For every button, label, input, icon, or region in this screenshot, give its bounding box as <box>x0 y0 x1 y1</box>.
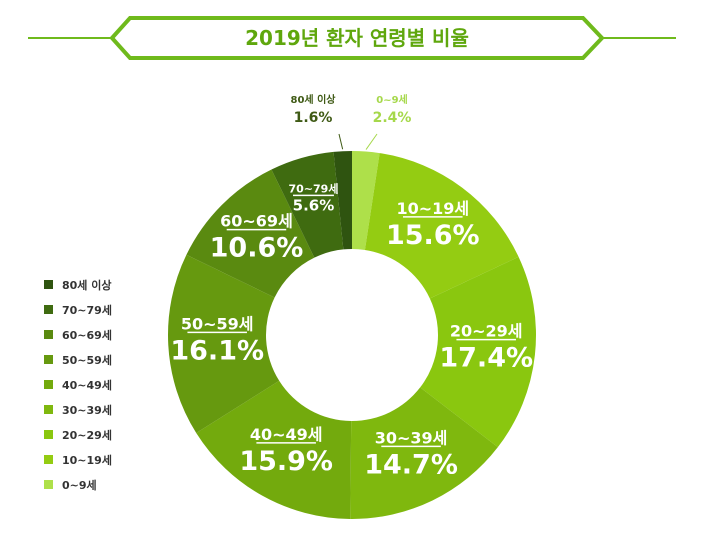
slice-value-label-1: 15.6% <box>386 220 480 251</box>
legend-label: 20~29세 <box>62 428 112 442</box>
legend-swatch <box>44 355 53 364</box>
leader-line-0 <box>365 133 378 150</box>
slice-value-label-2: 17.4% <box>439 343 533 374</box>
donut-slice-1 <box>364 153 519 299</box>
slice-value-label-3: 14.7% <box>364 449 458 480</box>
donut-slice-5 <box>168 254 280 433</box>
legend-swatch <box>44 455 53 464</box>
legend-label: 10~19세 <box>62 453 112 467</box>
legend: 80세 이상 70~79세 60~69세 50~59세 40~49세 30~39세 20~2… <box>44 272 112 497</box>
legend-swatch <box>44 480 53 489</box>
slices <box>168 151 536 519</box>
legend-label: 0~9세 <box>62 478 97 492</box>
slice-value-label-6: 10.6% <box>210 233 304 264</box>
slice-category-label-0: 0~9세 <box>376 93 408 106</box>
legend-item: 0~9세 <box>44 472 112 497</box>
legend-label: 80세 이상 <box>62 278 112 292</box>
donut-slice-2 <box>420 256 536 448</box>
slice-category-label-5: 50~59세 <box>181 314 254 333</box>
donut-slice-7 <box>271 151 344 258</box>
chart-title: 2019년 환자 연령별 비율 <box>245 26 469 50</box>
legend-label: 70~79세 <box>62 303 112 317</box>
slice-category-label-3: 30~39세 <box>375 428 448 447</box>
legend-item: 30~39세 <box>44 397 112 422</box>
donut-slice-8 <box>333 151 352 250</box>
legend-swatch <box>44 405 53 414</box>
slice-category-label-2: 20~29세 <box>450 322 523 341</box>
legend-label: 40~49세 <box>62 378 112 392</box>
leader-line-8 <box>338 133 344 150</box>
legend-item: 80세 이상 <box>44 272 112 297</box>
slice-category-label-1: 10~19세 <box>396 199 469 218</box>
slice-category-label-4: 40~49세 <box>250 425 323 444</box>
legend-label: 60~69세 <box>62 328 112 342</box>
slice-category-label-8: 80세 이상 <box>291 93 337 106</box>
legend-swatch <box>44 330 53 339</box>
legend-swatch <box>44 305 53 314</box>
donut-slice-4 <box>196 380 352 519</box>
legend-item: 40~49세 <box>44 372 112 397</box>
donut-slice-6 <box>186 169 315 298</box>
legend-label: 50~59세 <box>62 353 112 367</box>
donut-slice-3 <box>350 387 498 519</box>
slice-value-label-8: 1.6% <box>294 110 333 126</box>
legend-item: 50~59세 <box>44 347 112 372</box>
slice-value-label-4: 15.9% <box>239 446 333 477</box>
slice-value-label-7: 5.6% <box>293 196 335 214</box>
legend-item: 60~69세 <box>44 322 112 347</box>
legend-swatch <box>44 430 53 439</box>
legend-swatch <box>44 380 53 389</box>
legend-item: 10~19세 <box>44 447 112 472</box>
legend-item: 20~29세 <box>44 422 112 447</box>
legend-item: 70~79세 <box>44 297 112 322</box>
donut-slice-0 <box>352 151 380 250</box>
title-banner-frame <box>109 16 605 60</box>
slice-category-label-6: 60~69세 <box>220 212 293 231</box>
slice-value-label-0: 2.4% <box>373 110 412 126</box>
legend-swatch <box>44 280 53 289</box>
slice-labels: 0~9세 2.4% 10~19세 15.6% 20~29세 17.4% 30~39세 14.7… <box>170 93 533 480</box>
legend-label: 30~39세 <box>62 403 112 417</box>
title-banner: 2019년 환자 연령별 비율 <box>28 16 676 60</box>
slice-category-label-7: 70~79세 <box>288 181 338 195</box>
slice-value-label-5: 16.1% <box>170 335 264 366</box>
